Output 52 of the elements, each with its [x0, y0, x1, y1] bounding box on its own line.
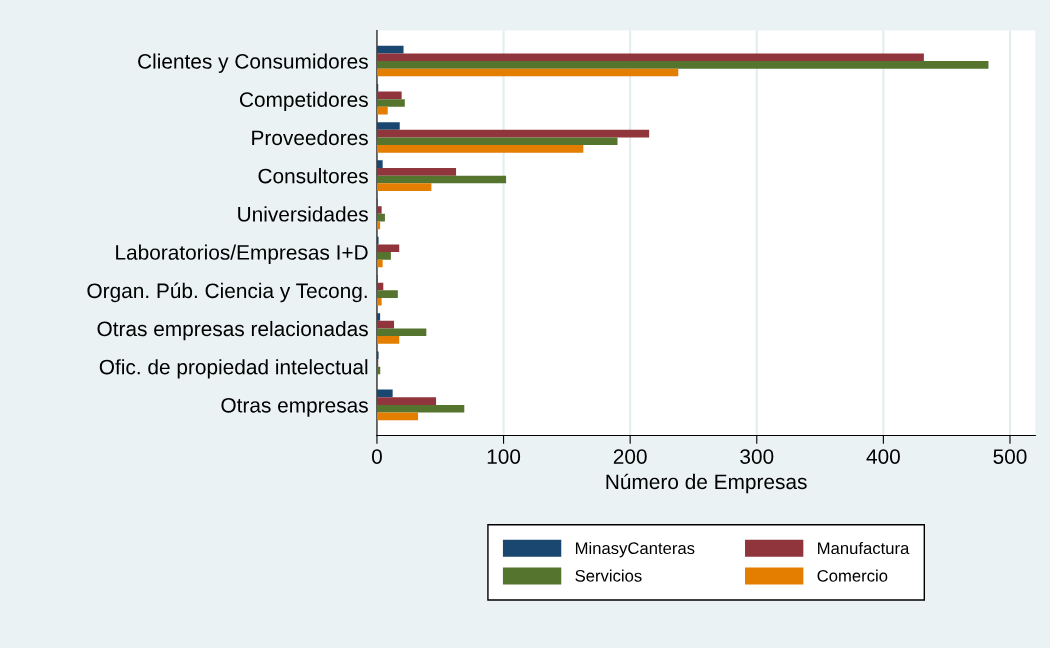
legend-label: Comercio [817, 569, 888, 582]
bar [376, 404, 465, 413]
bar [376, 137, 618, 146]
bar [376, 91, 402, 100]
bar [376, 45, 404, 54]
legend-label: Manufactura [818, 541, 910, 555]
x-axis-title: Número de Empresas [606, 473, 807, 494]
legend-label: MinasyCanteras [575, 541, 695, 558]
bar [376, 53, 924, 62]
bar [376, 68, 679, 77]
y-tick-label: Consultores [258, 168, 368, 184]
x-tick-label: 200 [613, 449, 647, 464]
bar [376, 397, 437, 405]
x-tick-label: 400 [866, 449, 900, 464]
bar [376, 389, 393, 398]
y-tick-label: Laboratorios/Empresas I+D [116, 244, 368, 264]
bar [376, 336, 400, 344]
bar [376, 160, 383, 168]
bar [376, 252, 391, 260]
bar [376, 290, 398, 298]
bar [376, 320, 395, 329]
bar [376, 183, 432, 191]
bar [376, 297, 382, 306]
y-tick-label: Proveedores [252, 129, 368, 146]
y-tick-label: Competidores [239, 91, 368, 112]
bar [376, 168, 457, 176]
bar [376, 99, 405, 107]
bar [376, 328, 427, 337]
y-tick-label: Ofic. de propiedad intelectual [99, 359, 368, 379]
bar [376, 175, 507, 184]
bar [376, 221, 381, 230]
bar [376, 122, 400, 130]
y-tick-label: Universidades [238, 206, 368, 222]
x-tick-label: 100 [487, 449, 521, 464]
bar [376, 145, 584, 153]
y-tick-label: Otras empresas [221, 397, 368, 417]
bar [376, 129, 650, 138]
bar [376, 412, 419, 421]
y-tick-label: Clientes y Consumidores [138, 53, 368, 73]
bar [376, 244, 400, 253]
bar [376, 61, 989, 69]
x-tick-label: 300 [740, 449, 774, 464]
bar [376, 213, 385, 222]
y-tick-label: Otras empresas relacionadas [97, 320, 368, 341]
x-tick-label: 0 [371, 449, 382, 464]
bar [376, 259, 383, 268]
bar [376, 206, 382, 214]
bar [376, 313, 381, 321]
bar [376, 106, 388, 115]
y-tick-label: Organ. Púb. Ciencia y Tecong. [87, 282, 367, 303]
legend-label: Servicios [575, 569, 642, 582]
x-tick-label: 500 [993, 449, 1027, 464]
